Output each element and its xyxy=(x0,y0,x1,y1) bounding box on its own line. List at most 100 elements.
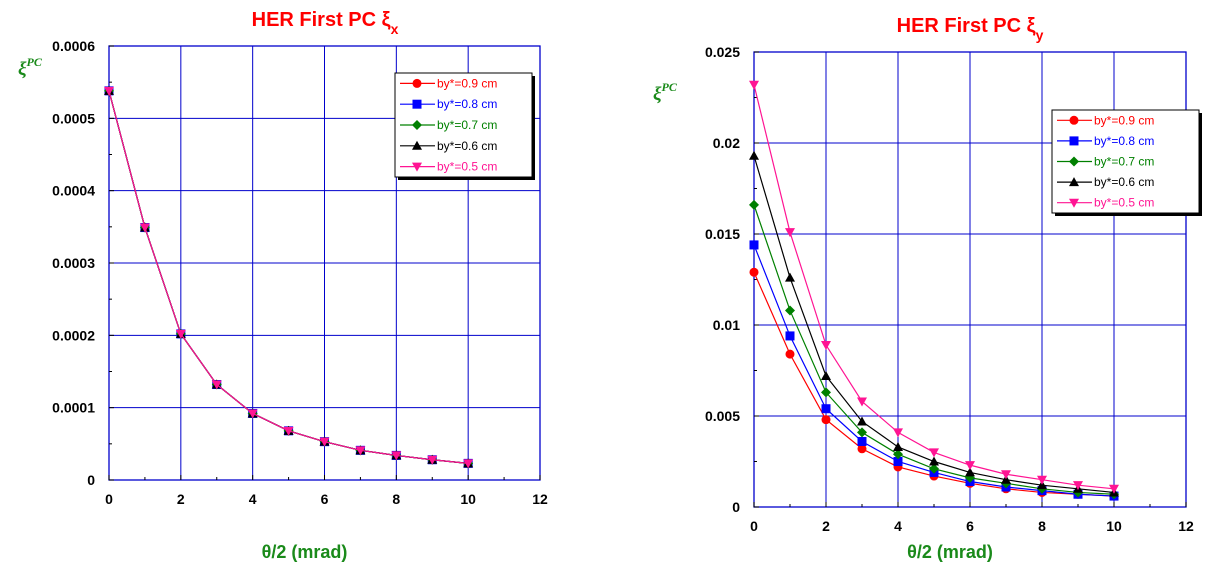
data-point xyxy=(749,80,759,90)
legend-item: by*=0.7 cm xyxy=(400,118,497,132)
chart-title: HER First PC ξx xyxy=(252,9,399,37)
legend-item: by*=0.7 cm xyxy=(1057,155,1154,169)
y-axis-label-symbol: ξ xyxy=(653,84,662,105)
x-tick-label: 8 xyxy=(392,491,400,507)
x-tick-label: 2 xyxy=(177,491,185,507)
data-point xyxy=(247,409,258,419)
y-tick-label: 0 xyxy=(732,499,740,515)
legend-label: by*=0.5 cm xyxy=(1094,196,1154,210)
legend-item: by*=0.9 cm xyxy=(400,76,497,90)
chart-title: HER First PC ξy xyxy=(897,15,1044,43)
series-5 xyxy=(749,80,1119,494)
y-tick-label: 0.0002 xyxy=(52,327,95,343)
legend-marker xyxy=(1069,177,1079,187)
data-point xyxy=(139,223,150,233)
legend-marker xyxy=(1069,115,1079,125)
y-axis-label: ξPC xyxy=(18,55,43,80)
data-point xyxy=(104,86,114,96)
data-point xyxy=(893,441,903,451)
data-point xyxy=(857,397,867,407)
legend: by*=0.9 cm by*=0.8 cm by*=0.7 cm by*=0.6 cm… xyxy=(394,72,535,180)
data-point xyxy=(175,329,186,339)
series-group xyxy=(749,80,1119,501)
legend-label: by*=0.6 cm xyxy=(1094,175,1154,189)
data-point xyxy=(821,387,831,398)
legend-marker xyxy=(1069,156,1079,167)
data-point xyxy=(1001,470,1011,480)
data-point xyxy=(749,199,759,210)
data-point xyxy=(821,415,831,425)
data-point xyxy=(355,446,366,456)
data-point xyxy=(929,448,939,458)
data-point xyxy=(785,349,795,359)
data-point xyxy=(749,240,759,250)
legend-item: by*=0.5 cm xyxy=(400,160,497,174)
legend-marker xyxy=(412,140,422,150)
data-point xyxy=(785,331,795,341)
data-point xyxy=(929,463,939,474)
chart-title-text: HER First PC xyxy=(252,9,382,31)
legend-label: by*=0.7 cm xyxy=(437,118,497,132)
data-point xyxy=(391,451,402,461)
data-point xyxy=(785,272,795,282)
legend-marker xyxy=(412,78,422,88)
data-point xyxy=(785,228,795,238)
data-point xyxy=(463,459,474,469)
data-point xyxy=(319,437,330,447)
data-point xyxy=(857,427,867,438)
ticks: 0 2 4 6 8 10 12 0 0.0001 0.0002 0.0003 0.0004 0.0005… xyxy=(52,38,548,507)
y-tick-label: 0.0001 xyxy=(52,400,95,416)
x-axis-title: θ/2 (mrad) xyxy=(907,542,993,562)
x-tick-label: 4 xyxy=(894,518,902,534)
data-point xyxy=(857,416,867,426)
legend-item: by*=0.8 cm xyxy=(400,97,497,111)
data-point xyxy=(427,455,438,465)
legend-item: by*=0.8 cm xyxy=(1057,134,1154,148)
y-tick-label: 0.015 xyxy=(705,226,740,242)
x-tick-label: 6 xyxy=(321,491,329,507)
data-point xyxy=(821,341,831,351)
series-group xyxy=(104,85,474,469)
x-tick-label: 12 xyxy=(1178,518,1194,534)
chart-title-subscript: y xyxy=(1036,27,1044,43)
data-point xyxy=(893,449,903,460)
data-point xyxy=(821,370,831,380)
data-point xyxy=(283,426,294,436)
legend-marker xyxy=(412,120,422,130)
chart-title-text: HER First PC xyxy=(897,15,1027,37)
ticks: 0 2 4 6 8 10 12 0 0.005 0.01 0.015 0.02 0.025 xyxy=(705,44,1194,534)
legend-marker xyxy=(412,162,422,172)
legend-label: by*=0.7 cm xyxy=(1094,155,1154,169)
x-tick-label: 10 xyxy=(460,491,476,507)
legend-label: by*=0.9 cm xyxy=(1094,113,1154,127)
data-point xyxy=(1073,481,1083,491)
x-tick-label: 6 xyxy=(966,518,974,534)
data-point xyxy=(785,305,795,316)
y-axis-label-superscript: PC xyxy=(662,80,678,94)
y-tick-label: 0.01 xyxy=(713,317,740,333)
y-tick-label: 0.02 xyxy=(713,135,740,151)
x-tick-label: 10 xyxy=(1106,518,1122,534)
y-tick-label: 0.0003 xyxy=(52,255,95,271)
legend-label: by*=0.6 cm xyxy=(437,139,497,153)
legend-label: by*=0.8 cm xyxy=(1094,134,1154,148)
legend-item: by*=0.9 cm xyxy=(1057,113,1154,127)
legend-marker xyxy=(412,99,422,109)
x-tick-label: 0 xyxy=(105,491,113,507)
data-point xyxy=(1109,484,1119,494)
x-tick-label: 8 xyxy=(1038,518,1046,534)
y-tick-label: 0.0006 xyxy=(52,38,95,54)
y-axis-label-superscript: PC xyxy=(27,55,43,69)
legend-marker xyxy=(1069,136,1079,146)
y-axis-label-symbol: ξ xyxy=(18,59,27,80)
data-point xyxy=(1037,475,1047,485)
data-point xyxy=(821,404,831,414)
y-tick-label: 0.0004 xyxy=(52,183,95,199)
chart-title-symbol: ξ xyxy=(382,9,391,31)
legend-label: by*=0.8 cm xyxy=(437,97,497,111)
legend-label: by*=0.5 cm xyxy=(437,160,497,174)
legend-item: by*=0.6 cm xyxy=(1057,175,1154,189)
y-tick-label: 0 xyxy=(87,472,95,488)
data-point xyxy=(857,436,867,446)
